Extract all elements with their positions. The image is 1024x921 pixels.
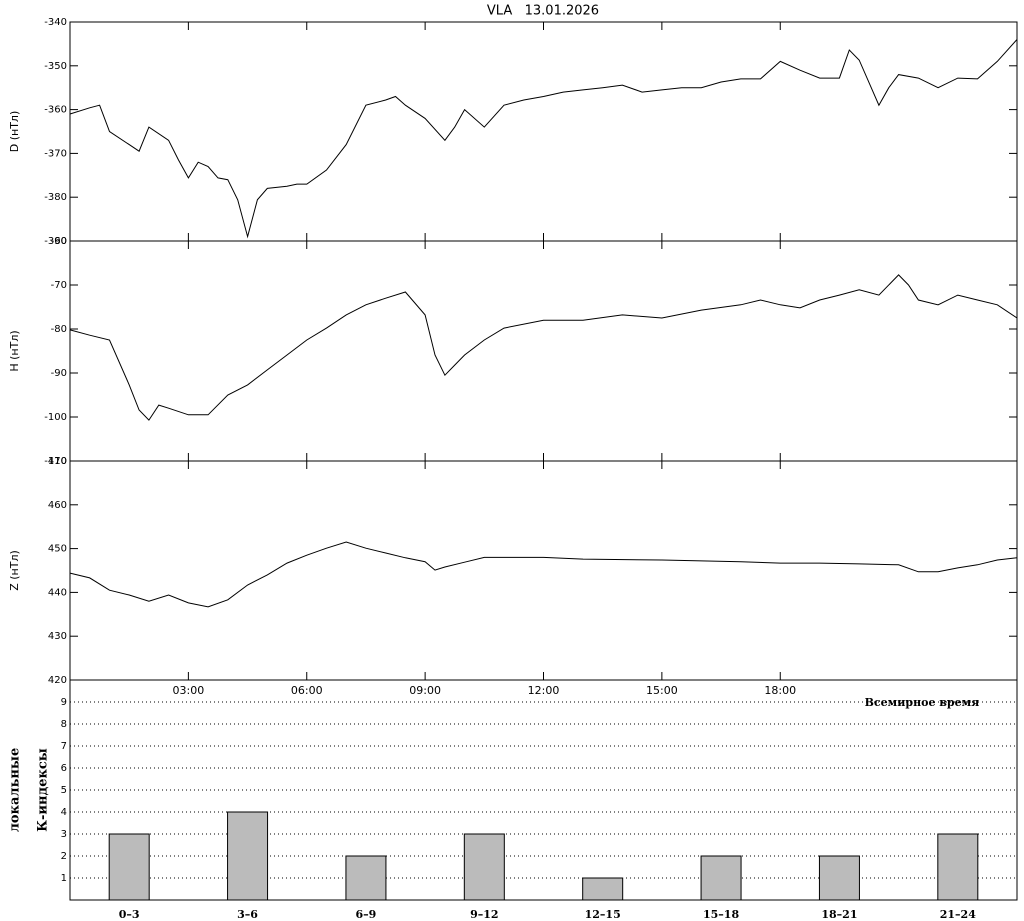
y-tick-label: 440: [48, 587, 67, 598]
y-axis-label: локальные: [8, 748, 23, 832]
bar: [108, 833, 150, 901]
y-tick-label: -110: [44, 456, 67, 467]
bar: [937, 833, 979, 901]
y-tick-label: -360: [44, 105, 67, 116]
x-tick-label: 06:00: [291, 684, 323, 697]
bar: [345, 855, 387, 901]
series-line: [69, 39, 1018, 239]
y-tick-label: 6: [61, 763, 67, 774]
plot-frame: [69, 240, 1018, 462]
y-tick-label: -60: [51, 236, 67, 247]
y-tick-label: 450: [48, 544, 67, 555]
y-tick-label: 470: [48, 456, 67, 467]
x-tick-label: 15–18: [703, 908, 739, 921]
y-tick-label: 7: [61, 741, 67, 752]
bar: [582, 877, 624, 901]
y-tick-label: 1: [61, 873, 67, 884]
y-tick-label: 4: [61, 807, 67, 818]
x-tick-label: 03:00: [173, 684, 205, 697]
y-tick-label: -390: [44, 236, 67, 247]
y-axis-label: H (нТл): [8, 330, 21, 371]
y-tick-label: 3: [61, 829, 67, 840]
y-axis-label: К-индексы: [36, 748, 51, 832]
y-tick-label: 5: [61, 785, 67, 796]
series-line: [69, 274, 1018, 421]
y-axis-label: D (нТл): [8, 111, 21, 153]
y-tick-label: 460: [48, 500, 67, 511]
plot-frame: [69, 460, 1018, 681]
x-tick-label: 9–12: [470, 908, 498, 921]
chart-title: VLA 13.01.2026: [487, 4, 599, 19]
x-tick-label: 3–6: [237, 908, 258, 921]
y-tick-label: 2: [61, 851, 67, 862]
x-tick-label: 15:00: [646, 684, 678, 697]
y-tick-label: 420: [48, 675, 67, 686]
y-tick-label: -100: [44, 412, 67, 423]
x-tick-label: 09:00: [409, 684, 441, 697]
y-tick-label: -340: [44, 17, 67, 28]
bar: [818, 855, 860, 901]
x-tick-label: 18–21: [821, 908, 857, 921]
y-tick-label: -370: [44, 148, 67, 159]
x-tick-label: 21–24: [940, 908, 976, 921]
series-line: [69, 541, 1018, 608]
x-tick-label: 12–15: [585, 908, 621, 921]
y-tick-label: -70: [51, 280, 67, 291]
y-tick-label: -90: [51, 368, 67, 379]
y-tick-label: 430: [48, 631, 67, 642]
y-tick-label: -80: [51, 324, 67, 335]
x-tick-label: 12:00: [528, 684, 560, 697]
x-tick-label: 6–9: [356, 908, 377, 921]
bar: [227, 811, 269, 901]
y-tick-label: -350: [44, 61, 67, 72]
x-tick-label: 0–3: [119, 908, 140, 921]
plot-frame: [69, 21, 1018, 242]
y-tick-label: -380: [44, 192, 67, 203]
bar: [463, 833, 505, 901]
bar: [700, 855, 742, 901]
x-tick-label: 18:00: [764, 684, 796, 697]
y-tick-label: 8: [61, 719, 67, 730]
y-axis-label: Z (нТл): [8, 550, 21, 591]
y-tick-label: 9: [61, 697, 67, 708]
